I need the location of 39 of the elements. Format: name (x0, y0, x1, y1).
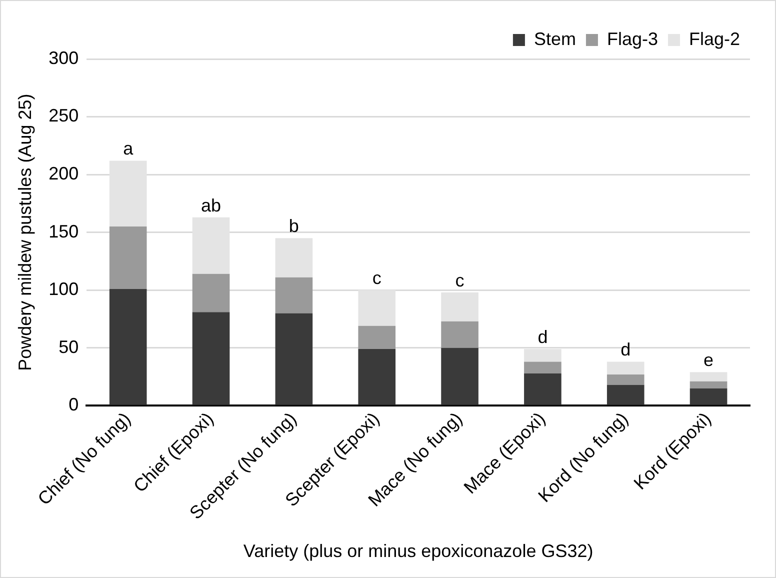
bar (524, 373, 562, 405)
y-tick-label: 150 (48, 221, 79, 242)
bar (192, 312, 230, 405)
y-tick-label: 0 (68, 394, 79, 415)
annotation: c (372, 268, 382, 288)
bar (275, 238, 313, 278)
bar (109, 288, 147, 405)
annotation: b (288, 216, 299, 236)
bar (275, 277, 313, 314)
y-tick-label: 100 (48, 279, 79, 300)
bar (275, 313, 313, 405)
annotation: a (123, 138, 134, 159)
x-axis-title: Variety (plus or minus epoxiconazole GS32) (243, 541, 594, 562)
bar (690, 381, 728, 388)
y-tick-label: 250 (48, 106, 79, 126)
bar (192, 274, 230, 312)
bar (524, 362, 562, 374)
annotation: ab (201, 195, 222, 216)
y-tick-label: 50 (58, 336, 79, 357)
annotation: c (455, 270, 464, 290)
bar (358, 349, 396, 405)
annotation: d (538, 327, 548, 348)
y-tick-label: 200 (48, 164, 79, 184)
bar (358, 326, 396, 350)
bar (441, 321, 478, 348)
bar (441, 348, 478, 405)
bar (690, 388, 728, 405)
legend-label: Flag-3 (606, 28, 658, 49)
bar (606, 374, 644, 385)
bar (606, 384, 644, 405)
y-tick-label: 300 (48, 48, 79, 68)
legend-label: Flag-2 (688, 28, 740, 49)
bar (690, 372, 728, 382)
bar (109, 226, 147, 289)
bar (606, 362, 644, 374)
y-axis-title: Powdery mildew pustules (Aug 25) (14, 94, 35, 371)
annotation: e (704, 350, 714, 370)
annotation: d (620, 340, 631, 360)
legend-label: Stem (534, 28, 576, 49)
